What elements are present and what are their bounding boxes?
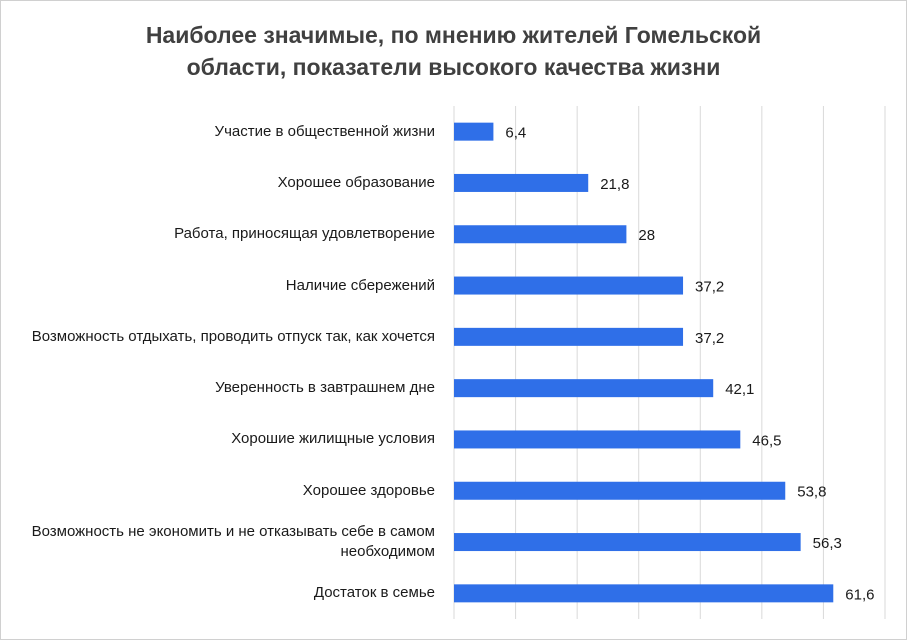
value-label: 37,2 <box>695 279 724 296</box>
value-label: 28 <box>638 227 655 244</box>
chart-title: Наиболее значимые, по мнению жителей Гом… <box>145 22 762 80</box>
bar <box>454 584 834 603</box>
value-label: 56,3 <box>813 535 842 552</box>
bar <box>454 481 786 500</box>
category-label: Хорошее здоровье <box>302 481 435 499</box>
bar <box>454 276 684 295</box>
bar <box>454 379 714 398</box>
category-label: Уверенность в завтрашнем дне <box>215 379 435 397</box>
value-label: 46,5 <box>752 432 781 449</box>
value-label: 53,8 <box>797 484 826 501</box>
category-label: Наличие сбережений <box>285 276 435 294</box>
bar <box>454 173 589 192</box>
bar <box>454 430 741 449</box>
value-label: 42,1 <box>725 381 754 398</box>
value-label: 21,8 <box>600 176 629 193</box>
category-label: Хорошее образование <box>277 173 435 191</box>
category-label: Возможность отдыхать, проводить отпуск т… <box>31 327 435 345</box>
category-label: Работа, приносящая удовлетворение <box>174 225 435 243</box>
category-label: Возможность не экономить и не отказывать… <box>31 523 435 561</box>
value-label: 6,4 <box>505 125 526 142</box>
category-label: Достаток в семье <box>313 584 435 602</box>
value-label: 37,2 <box>695 330 724 347</box>
bar <box>454 225 627 244</box>
bar <box>454 327 684 346</box>
bar <box>454 533 801 552</box>
bar <box>454 122 494 141</box>
value-label: 61,6 <box>845 586 874 603</box>
category-label: Хорошие жилищные условия <box>231 430 435 448</box>
category-label: Участие в общественной жизни <box>214 122 435 140</box>
